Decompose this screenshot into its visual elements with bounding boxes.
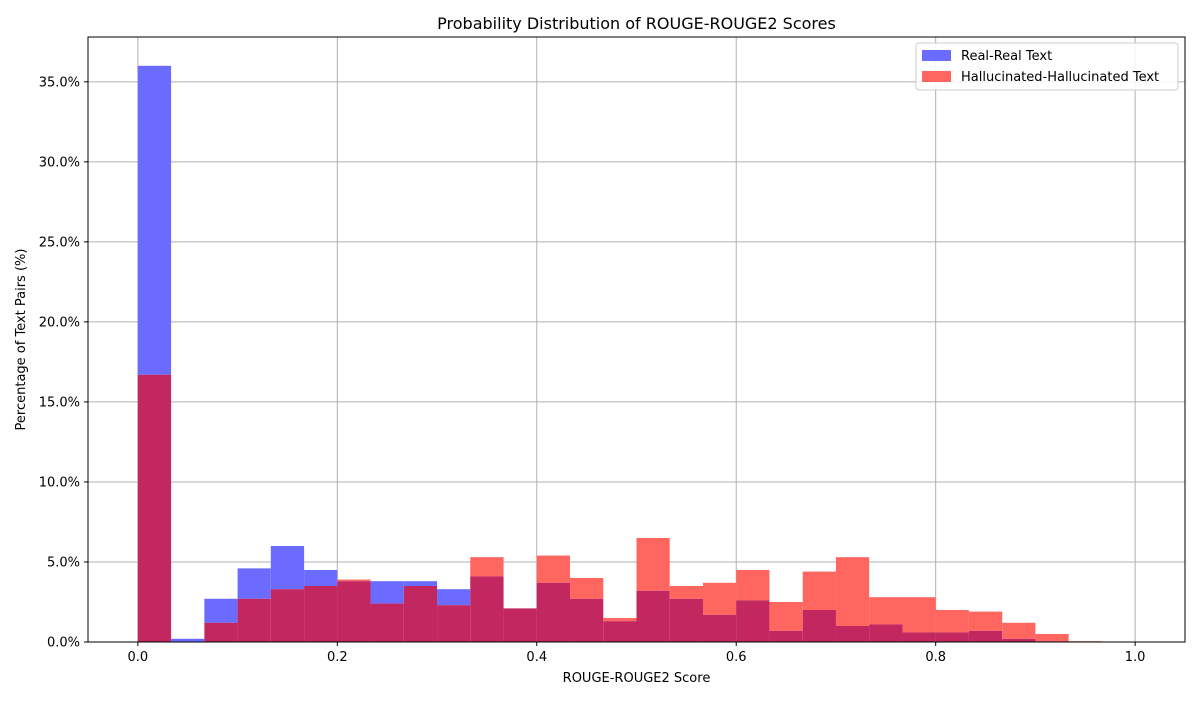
bar-hallucinated-bin-12 (536, 555, 570, 583)
bar-overlap-bin-18 (736, 600, 770, 642)
x-tick-label: 0.8 (925, 650, 946, 665)
bar-hallucinated-bin-19 (769, 601, 803, 631)
bar-real-bin-9 (437, 589, 471, 606)
legend-swatch-hallucinated (922, 71, 951, 82)
bar-overlap-bin-17 (703, 614, 737, 642)
bar-overlap-bin-0 (137, 374, 172, 642)
x-axis-label: ROUGE-ROUGE2 Score (563, 671, 711, 686)
legend-swatch-real (922, 50, 951, 61)
bar-overlap-bin-11 (503, 608, 537, 642)
bar-real-bin-8 (403, 581, 438, 586)
bar-overlap-bin-2 (204, 622, 238, 642)
bar-real-bin-3 (237, 568, 271, 599)
bar-hallucinated-bin-15 (636, 537, 670, 591)
y-tick-label: 30.0% (39, 155, 80, 170)
y-tick-label: 25.0% (39, 235, 80, 250)
bar-real-bin-0 (137, 65, 172, 375)
y-tick-label: 20.0% (39, 315, 80, 330)
y-axis-ticks: 0.0% 5.0% 10.0% 15.0% 20.0% 25.0% 30.0% 35.0% (39, 75, 88, 651)
bar-overlap-bin-13 (569, 598, 604, 642)
bar-hallucinated-bin-14 (603, 617, 637, 622)
bar-hallucinated-bin-26 (1002, 622, 1036, 639)
bar-hallucinated-bin-18 (736, 569, 770, 601)
y-tick-label: 35.0% (39, 75, 80, 90)
bar-hallucinated-bin-21 (835, 557, 870, 626)
bar-hallucinated-bin-6 (337, 579, 371, 582)
bar-overlap-bin-3 (237, 598, 271, 642)
bar-hallucinated-bin-25 (968, 611, 1003, 631)
bar-overlap-bin-24 (935, 632, 969, 642)
bar-overlap-bin-8 (403, 585, 438, 642)
bar-real-bin-1 (171, 638, 205, 642)
bar-overlap-bin-5 (304, 585, 338, 642)
legend-label-hallucinated: Hallucinated-Hallucinated Text (961, 70, 1159, 85)
bar-overlap-bin-10 (470, 576, 504, 642)
bar-hallucinated-bin-17 (703, 582, 737, 615)
bar-overlap-bin-6 (337, 581, 371, 642)
bar-overlap-bin-16 (669, 598, 704, 642)
plot-frame (87, 36, 1186, 643)
y-axis-label: Percentage of Text Pairs (%) (14, 249, 29, 431)
y-tick-label: 5.0% (47, 555, 80, 570)
bar-overlap-bin-12 (536, 582, 570, 642)
x-tick-label: 0.0 (128, 650, 149, 665)
x-tick-label: 1.0 (1125, 650, 1146, 665)
bar-overlap-bin-9 (437, 605, 471, 642)
bar-overlap-bin-19 (769, 630, 803, 642)
x-tick-label: 0.2 (327, 650, 348, 665)
bar-real-bin-7 (370, 581, 404, 604)
bar-overlap-bin-14 (603, 621, 637, 642)
bar-overlap-bin-23 (902, 632, 936, 642)
legend: Real-Real Text Hallucinated-Hallucinated… (915, 42, 1179, 91)
bar-overlap-bin-15 (636, 590, 670, 642)
bar-overlap-bin-26 (1002, 638, 1036, 642)
y-tick-label: 0.0% (47, 636, 80, 651)
y-tick-label: 15.0% (39, 395, 80, 410)
bar-hallucinated-bin-27 (1035, 633, 1069, 642)
bar-overlap-bin-21 (835, 625, 870, 642)
bar-real-bin-5 (304, 569, 338, 586)
legend-box (915, 42, 1179, 91)
bar-hallucinated-bin-23 (902, 597, 936, 633)
bar-hallucinated-bin-20 (802, 571, 836, 610)
bar-real-bin-4 (270, 545, 305, 590)
x-tick-label: 0.6 (726, 650, 747, 665)
y-tick-label: 10.0% (39, 475, 80, 490)
bar-hallucinated-bin-16 (669, 585, 704, 599)
bar-hallucinated-bin-22 (869, 597, 903, 625)
x-axis-ticks: 0.0 0.2 0.4 0.6 0.8 1.0 (128, 642, 1146, 665)
bar-real-bin-2 (204, 598, 238, 623)
bar-overlap-bin-4 (270, 589, 305, 642)
bar-hallucinated-bin-13 (569, 577, 604, 599)
x-tick-label: 0.4 (526, 650, 547, 665)
bars-layer (137, 65, 1102, 642)
bar-overlap-bin-22 (869, 624, 903, 642)
bar-overlap-bin-20 (802, 609, 836, 642)
bar-overlap-bin-7 (370, 603, 404, 642)
chart-title: Probability Distribution of ROUGE-ROUGE2… (437, 14, 836, 33)
legend-label-real: Real-Real Text (961, 49, 1052, 64)
bar-hallucinated-bin-24 (935, 609, 969, 633)
bar-hallucinated-bin-10 (470, 557, 504, 577)
bar-overlap-bin-25 (968, 630, 1003, 642)
